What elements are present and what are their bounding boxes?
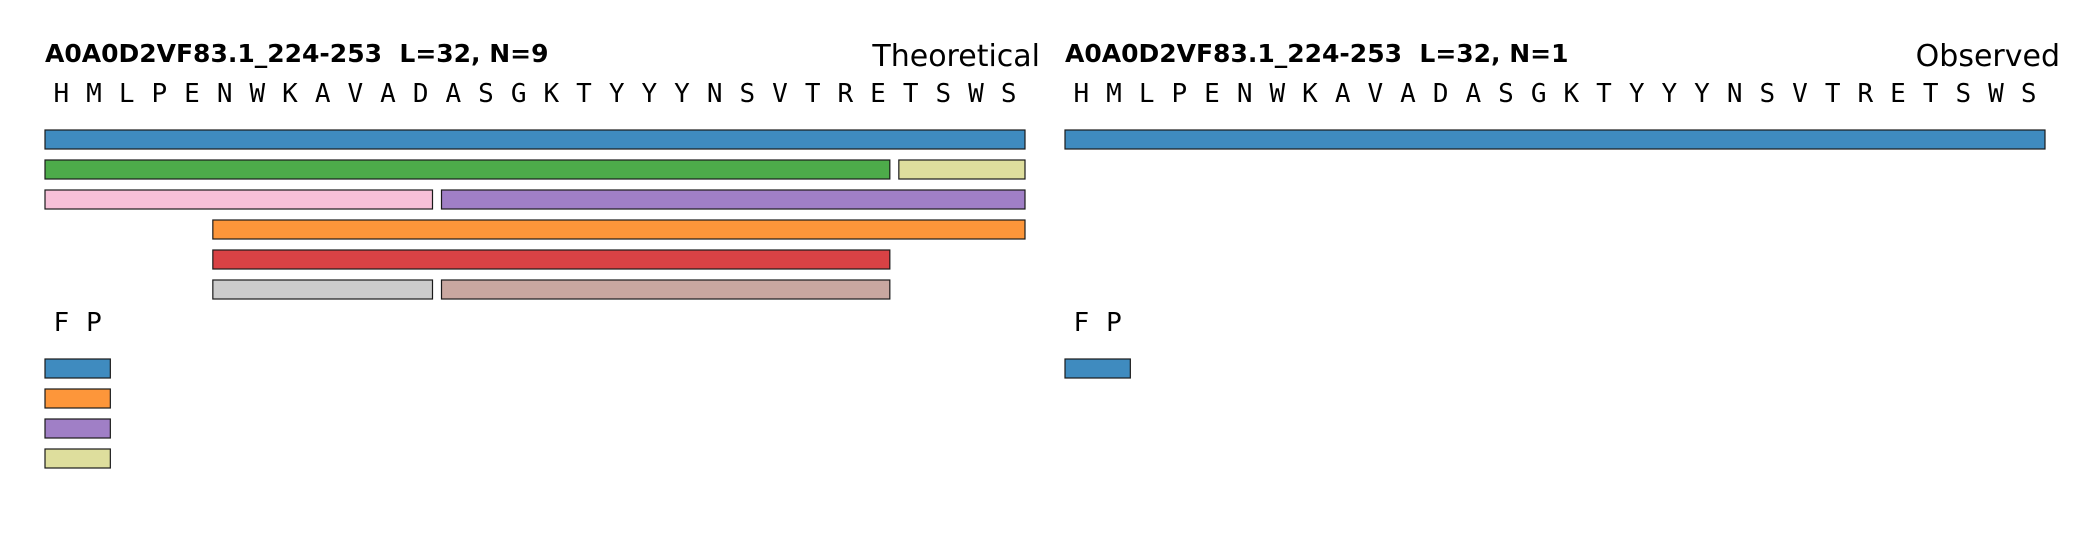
panel-observed: A0A0D2VF83.1_224-253 L=32, N=1 Observed … [1064,39,2060,379]
panel-title: A0A0D2VF83.1_224-253 L=32, N=1 [1065,39,1569,68]
residue-letter: A [1335,79,1351,109]
panel-mode-label: Theoretical [871,39,1040,74]
residue-letter: G [511,79,527,109]
residue-letter: W [968,79,984,109]
residue-letter: L [1139,79,1155,109]
fragment-bar [440,189,1026,210]
residue-letter: H [54,79,70,109]
residue-letter: A [380,79,396,109]
residue-letter: N [707,79,723,109]
residue-letter: Y [1662,79,1678,109]
residue-letter: S [1760,79,1776,109]
residue-letter: T [1923,79,1939,109]
residue-letter: P [152,79,168,109]
residue-letter: N [217,79,233,109]
residue-letter: D [413,79,429,109]
residue-letter: K [544,79,560,109]
residue-letter: Y [1694,79,1710,109]
fp-fragment-bars [44,358,111,469]
fragment-bars [1064,129,2046,150]
residue-letter: Y [1629,79,1645,109]
residue-letter: S [1498,79,1514,109]
residue-letter: S [1001,79,1017,109]
residue-letter: E [870,79,886,109]
residue-letter: A [315,79,331,109]
residue-letter: S [936,79,952,109]
residue-letter: S [1956,79,1972,109]
residue-letter: N [1237,79,1253,109]
fragment-bar [44,189,434,210]
fp-fragment-bar [44,448,111,469]
fp-residue-letter: P [86,308,102,338]
fp-residue-letter: P [1106,308,1122,338]
fragment-bars [44,129,1026,300]
residue-letter: S [2021,79,2037,109]
residue-letter: R [838,79,854,109]
fp-fragment-bar [44,418,111,439]
fragment-bar [212,219,1026,240]
residue-letter: D [1433,79,1449,109]
residue-letter: A [1466,79,1482,109]
fp-residue-letter: F [1074,308,1090,338]
residue-letter: T [805,79,821,109]
panel-title: A0A0D2VF83.1_224-253 L=32, N=9 [45,39,549,68]
residue-letter: W [1988,79,2004,109]
residue-letter: M [86,79,102,109]
residue-letter: V [348,79,364,109]
fragment-bar [44,159,891,180]
residue-letter: N [1727,79,1743,109]
residue-letter: E [1890,79,1906,109]
residue-letter: V [772,79,788,109]
residue-letter: S [478,79,494,109]
fp-fragment-bar [44,388,111,409]
fp-fragment-bars [1064,358,1131,379]
residue-letter: A [1400,79,1416,109]
residue-letter: S [740,79,756,109]
residue-letter: V [1792,79,1808,109]
fp-fragment-bar [1064,358,1131,379]
residue-letter: K [282,79,298,109]
residue-letter: Y [674,79,690,109]
residue-letter: Y [609,79,625,109]
residue-letter: H [1074,79,1090,109]
fragment-bar [440,279,891,300]
residue-letter: A [446,79,462,109]
residue-letter: E [184,79,200,109]
residue-letter: T [1596,79,1612,109]
residue-letter: T [903,79,919,109]
residue-letter: M [1106,79,1122,109]
residue-letter: V [1368,79,1384,109]
residue-letter: T [1825,79,1841,109]
residue-letter: K [1564,79,1580,109]
residue-letter: Y [642,79,658,109]
residue-letter: T [576,79,592,109]
residue-letter: L [119,79,135,109]
panel-mode-label: Observed [1916,39,2060,74]
fp-fragment-bar [44,358,111,379]
fragment-bar [898,159,1026,180]
fragment-bar [212,279,434,300]
residue-letter: P [1172,79,1188,109]
fragment-bar [44,129,1026,150]
residue-letter: K [1302,79,1318,109]
residue-letter: R [1858,79,1874,109]
fragment-bar [1064,129,2046,150]
residue-letter: W [1270,79,1286,109]
fragment-bar [212,249,891,270]
residue-letter: G [1531,79,1547,109]
fp-residue-letter: F [54,308,70,338]
residue-letter: W [250,79,266,109]
residue-letter: E [1204,79,1220,109]
panel-theoretical: A0A0D2VF83.1_224-253 L=32, N=9 Theoretic… [44,39,1040,469]
